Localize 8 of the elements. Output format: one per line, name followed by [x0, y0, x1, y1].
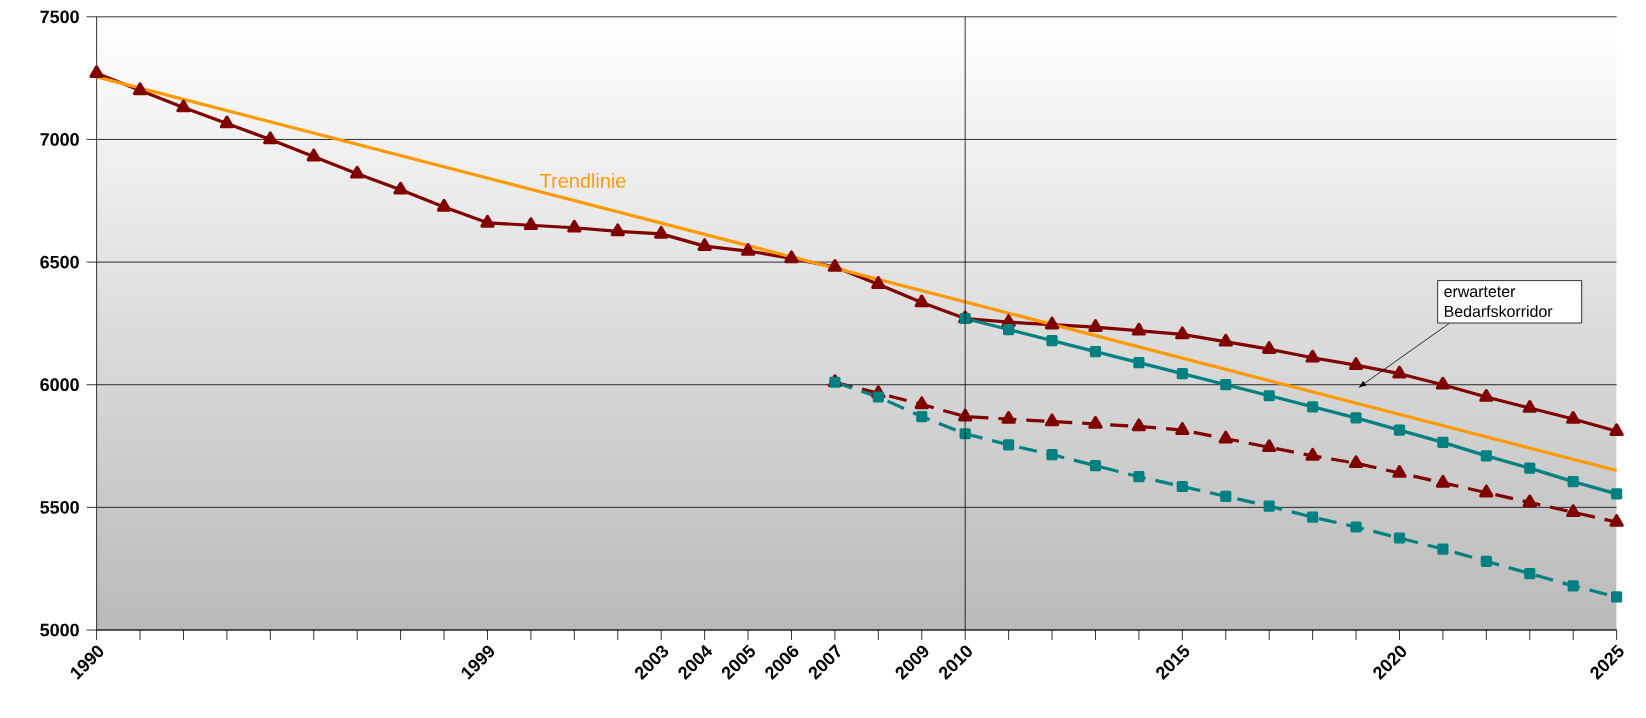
y-tick-label: 5500: [40, 501, 79, 514]
series-label: Trendlinie: [540, 173, 626, 188]
y-tick-label: 7000: [40, 133, 79, 146]
y-tick-label: 5000: [40, 623, 79, 637]
annotation: erwarteter Bedarfskorridor: [1444, 286, 1553, 317]
y-tick-label: 7500: [40, 10, 79, 24]
y-tick-label: 6000: [40, 378, 79, 392]
y-tick-label: 6500: [40, 255, 79, 269]
